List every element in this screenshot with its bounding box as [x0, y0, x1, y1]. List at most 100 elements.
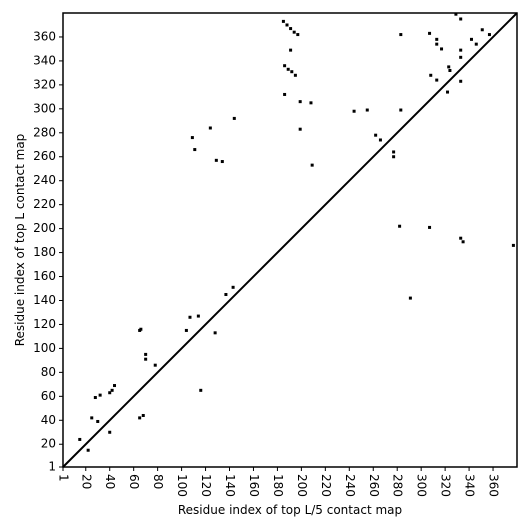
x-tick-label: 100: [175, 474, 189, 497]
contact-point: [184, 328, 188, 332]
x-tick-label: 80: [151, 474, 165, 489]
diagonal-line: [62, 12, 518, 468]
contact-point: [435, 42, 439, 46]
x-tick-label: 180: [271, 474, 285, 497]
contact-point: [399, 33, 403, 37]
contact-point: [214, 158, 218, 162]
contact-point: [298, 100, 302, 104]
contact-point: [231, 285, 235, 289]
contact-point: [459, 79, 463, 83]
contact-point: [293, 73, 297, 77]
y-tick-label: 40: [41, 413, 56, 427]
contact-point: [188, 315, 192, 319]
y-tick-label: 160: [33, 269, 56, 283]
y-tick-label: 340: [33, 53, 56, 67]
contact-point: [469, 37, 473, 41]
contact-point: [461, 240, 465, 244]
x-tick-label: 200: [295, 474, 309, 497]
contact-point: [408, 296, 412, 300]
contact-point: [139, 327, 143, 331]
x-tick-label: 240: [343, 474, 357, 497]
contact-point: [141, 413, 145, 417]
x-tick-label: 40: [103, 474, 117, 489]
contact-point: [378, 138, 382, 142]
contact-point: [285, 23, 289, 27]
contact-point: [144, 357, 148, 361]
contact-point: [440, 47, 444, 51]
contact-point: [398, 224, 402, 228]
contact-point: [93, 396, 97, 400]
contact-point: [108, 391, 112, 395]
contact-point: [213, 331, 217, 335]
contact-point: [90, 416, 94, 420]
contact-point: [96, 419, 100, 423]
contact-point: [392, 155, 396, 159]
contact-point: [352, 109, 356, 113]
y-tick-label: 200: [33, 221, 56, 235]
x-tick-label: 60: [127, 474, 141, 489]
contact-point: [190, 136, 194, 140]
y-tick-label: 80: [41, 365, 56, 379]
contact-point: [289, 27, 293, 31]
contact-point: [283, 92, 287, 96]
contact-point: [309, 101, 313, 105]
contact-point: [86, 448, 90, 452]
x-axis-label: Residue index of top L/5 contact map: [178, 503, 402, 517]
contact-point: [153, 363, 157, 367]
x-tick-label: 260: [367, 474, 381, 497]
y-tick-label: 1: [48, 460, 56, 474]
x-tick-label: 300: [415, 474, 429, 497]
x-tick-label: 220: [319, 474, 333, 497]
contact-point: [454, 12, 458, 16]
contact-point: [459, 48, 463, 52]
contact-point: [281, 19, 285, 23]
y-tick-label: 320: [33, 77, 56, 91]
contact-point: [446, 90, 450, 94]
contact-point: [108, 430, 112, 434]
x-tick-label: 160: [247, 474, 261, 497]
contact-point: [447, 65, 451, 69]
y-tick-label: 260: [33, 149, 56, 163]
contact-point: [110, 388, 114, 392]
contact-point: [428, 225, 432, 229]
contact-point: [474, 42, 478, 46]
contact-point: [459, 55, 463, 59]
x-tick-label: 20: [79, 474, 93, 489]
contact-point: [296, 33, 300, 37]
plot-frame: [62, 12, 518, 468]
contact-point: [208, 126, 212, 130]
contact-point: [144, 352, 148, 356]
contact-point: [487, 33, 491, 37]
contact-point: [428, 31, 432, 35]
contact-point: [310, 163, 314, 167]
contact-point: [286, 67, 290, 71]
contact-point: [290, 70, 294, 74]
x-tick-label: 320: [439, 474, 453, 497]
y-tick-label: 100: [33, 341, 56, 355]
contact-point: [511, 243, 515, 247]
contact-point: [374, 133, 378, 137]
x-tick-label: 360: [487, 474, 501, 497]
contact-point: [98, 393, 102, 397]
contact-point: [399, 108, 403, 112]
contact-point: [283, 64, 287, 68]
y-tick-label: 300: [33, 101, 56, 115]
contact-point: [448, 68, 452, 72]
contact-point: [480, 28, 484, 32]
y-tick-label: 220: [33, 197, 56, 211]
contact-point: [78, 437, 82, 441]
x-tick-label: 340: [463, 474, 477, 497]
contact-point: [392, 150, 396, 154]
contact-point: [435, 37, 439, 41]
y-tick-label: 60: [41, 389, 56, 403]
contact-point: [113, 384, 117, 388]
contact-point: [220, 160, 224, 164]
y-tick-label: 280: [33, 125, 56, 139]
y-tick-label: 140: [33, 293, 56, 307]
y-tick-label: 120: [33, 317, 56, 331]
y-tick-label: 240: [33, 173, 56, 187]
contact-point: [298, 127, 302, 131]
contact-point: [289, 48, 293, 52]
contact-point: [459, 236, 463, 240]
